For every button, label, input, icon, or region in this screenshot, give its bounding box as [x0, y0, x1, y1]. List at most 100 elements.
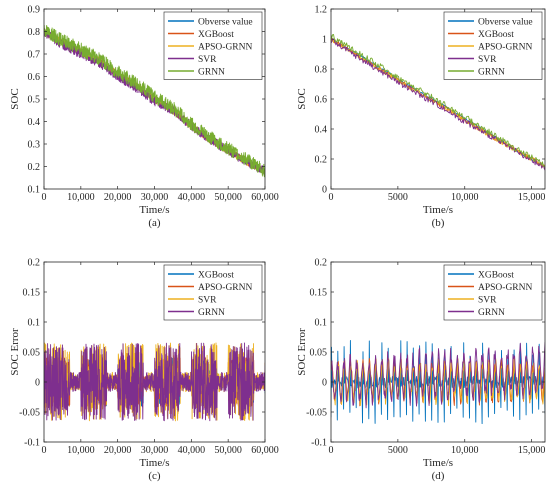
x-tick-label: 10,000: [451, 192, 479, 203]
y-tick-label: 0.5: [28, 95, 41, 106]
x-tick-label: 30,000: [141, 192, 169, 203]
y-tick-label: -0.1: [24, 438, 40, 449]
x-tick-label: 60,000: [251, 445, 279, 456]
x-tick-label: 40,000: [178, 445, 206, 456]
y-tick-label: 0: [35, 378, 40, 389]
x-tick-label: 5000: [388, 192, 408, 203]
legend-entry: APSO-GRNN: [198, 283, 253, 293]
x-tick-label: 60,000: [251, 192, 279, 203]
legend-entry: Obverse value: [198, 18, 253, 28]
legend-entry: XGBoost: [198, 30, 234, 40]
x-tick-label: 5000: [388, 445, 408, 456]
legend-entry: XGBoost: [478, 30, 514, 40]
x-tick-label: 10,000: [67, 192, 95, 203]
y-tick-label: 0.8: [315, 65, 328, 76]
legend: XGBoost APSO-GRNN SVR GRNN: [163, 264, 263, 321]
y-tick-label: 0.4: [28, 117, 41, 128]
y-axis-label: SOC Error: [9, 328, 21, 376]
y-tick-label: 0.6: [315, 95, 328, 106]
y-tick-label: 0.8: [28, 27, 41, 38]
panel-label: (d): [432, 470, 445, 482]
plot-area: [331, 340, 545, 425]
legend: Obverse value XGBoost APSO-GRNN SVR GRNN: [163, 11, 263, 80]
y-tick-label: -0.05: [19, 408, 40, 419]
panel-label: (a): [148, 217, 161, 229]
panel-a: 0 10,000 20,000 30,000 40,000 50,000 60,000 0.1…: [9, 5, 279, 230]
y-tick-label: 0.15: [23, 288, 41, 299]
series-line-grnn: [331, 342, 545, 409]
y-tick-label: 0.2: [315, 258, 328, 269]
y-tick-label: 0.4: [315, 125, 328, 136]
legend-entry: XGBoost: [478, 271, 514, 281]
plot-area: [331, 34, 545, 171]
x-axis-label: Time/s: [139, 457, 169, 469]
y-tick-label: 0: [322, 185, 327, 196]
panel-label: (c): [148, 470, 161, 482]
y-tick-label: 0.2: [28, 258, 41, 269]
x-tick-label: 0: [42, 445, 47, 456]
x-tick-label: 20,000: [104, 445, 132, 456]
x-tick-label: 0: [329, 192, 334, 203]
legend-entry: XGBoost: [198, 271, 234, 281]
series-line-grnn: [44, 342, 265, 422]
y-tick-label: 0.9: [28, 5, 41, 16]
legend-entry: APSO-GRNN: [478, 283, 533, 293]
legend-entry: SVR: [478, 55, 497, 65]
y-tick-label: 0.1: [315, 318, 328, 329]
y-tick-label: 0.1: [28, 318, 41, 329]
x-tick-label: 15,000: [518, 192, 546, 203]
x-tick-label: 0: [42, 192, 47, 203]
y-tick-label: 0.1: [28, 185, 41, 196]
x-tick-label: 50,000: [214, 445, 242, 456]
legend-entry: GRNN: [198, 308, 225, 318]
legend-entry: GRNN: [478, 308, 505, 318]
series-line-svr: [331, 38, 545, 171]
legend-entry: SVR: [478, 296, 497, 306]
plot-area: [44, 342, 265, 422]
legend-entry: APSO-GRNN: [478, 43, 533, 53]
y-tick-label: 0.2: [315, 155, 328, 166]
y-tick-label: 0.3: [28, 140, 41, 151]
y-axis-label: SOC Error: [296, 328, 308, 376]
panel-label: (b): [432, 217, 445, 229]
y-tick-label: 0.7: [28, 50, 41, 61]
series-line-grnn: [331, 34, 545, 167]
x-tick-label: 50,000: [214, 192, 242, 203]
legend-entry: SVR: [198, 55, 217, 65]
y-tick-label: 0.15: [310, 288, 328, 299]
legend-entry: Obverse value: [478, 18, 533, 28]
y-tick-label: 1.2: [315, 5, 328, 16]
y-axis-label: SOC: [9, 88, 21, 109]
y-tick-label: -0.1: [311, 438, 327, 449]
x-axis-label: Time/s: [139, 204, 169, 216]
x-axis-label: Time/s: [423, 204, 453, 216]
legend: Obverse value XGBoost APSO-GRNN SVR GRNN: [443, 11, 543, 80]
x-axis-label: Time/s: [423, 457, 453, 469]
legend-entry: SVR: [198, 296, 217, 306]
x-tick-label: 15,000: [518, 445, 546, 456]
legend-entry: APSO-GRNN: [198, 43, 253, 53]
y-tick-label: 0.6: [28, 72, 41, 83]
panel-d: 0 5000 10,000 15,000 -0.1 -0.05 0 0.05 0.1 0.15 0.…: [296, 258, 546, 482]
x-tick-label: 20,000: [104, 192, 132, 203]
legend-entry: GRNN: [478, 68, 505, 78]
x-tick-label: 30,000: [141, 445, 169, 456]
x-tick-label: 10,000: [67, 445, 95, 456]
legend-entry: GRNN: [198, 68, 225, 78]
x-tick-label: 0: [329, 445, 334, 456]
plot-area: [44, 24, 265, 178]
y-tick-label: 1: [322, 35, 327, 46]
y-tick-label: -0.05: [306, 408, 327, 419]
y-axis-label: SOC: [296, 88, 308, 109]
y-tick-label: 0: [322, 378, 327, 389]
x-tick-label: 40,000: [178, 192, 206, 203]
y-tick-label: 0.05: [310, 348, 328, 359]
y-tick-label: 0.2: [28, 162, 41, 173]
x-tick-label: 10,000: [451, 445, 479, 456]
series-line-grnn: [44, 24, 265, 178]
y-tick-label: 0.05: [23, 348, 41, 359]
panel-c: 0 10,000 20,000 30,000 40,000 50,000 60,000 -0.…: [9, 258, 279, 483]
panel-b: 0 5000 10,000 15,000 0 0.2 0.4 0.6 0.8 1 1.2 Time/s…: [296, 5, 546, 229]
legend: XGBoost APSO-GRNN SVR GRNN: [443, 264, 543, 321]
